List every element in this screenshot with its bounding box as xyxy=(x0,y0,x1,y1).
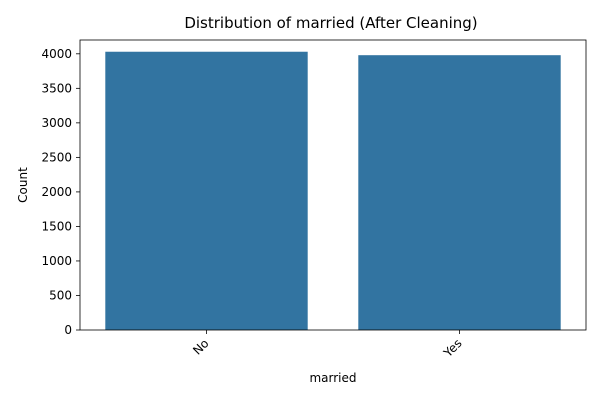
y-tick-label: 3500 xyxy=(41,81,72,95)
y-tick-label: 2500 xyxy=(41,150,72,164)
y-tick-label: 2000 xyxy=(41,185,72,199)
y-tick-label: 1000 xyxy=(41,254,72,268)
y-tick-label: 1500 xyxy=(41,219,72,233)
chart-title: Distribution of married (After Cleaning) xyxy=(184,14,477,32)
y-tick-label: 3000 xyxy=(41,116,72,130)
y-axis-ticks: 0 500 1000 1500 2000 2500 3000 3500 4000 xyxy=(41,47,80,337)
x-tick-label: No xyxy=(190,336,211,357)
y-tick-label: 500 xyxy=(49,288,72,302)
bars-group xyxy=(105,51,561,330)
plot-frame xyxy=(79,39,587,331)
bar-no xyxy=(105,51,308,330)
bar-yes xyxy=(358,55,561,330)
y-tick-label: 0 xyxy=(64,323,72,337)
x-axis-ticks: No Yes xyxy=(190,330,465,361)
x-axis-label: married xyxy=(309,371,356,385)
x-tick-label: Yes xyxy=(440,336,464,360)
y-axis-label: Count xyxy=(16,167,30,203)
y-tick-label: 4000 xyxy=(41,47,72,61)
